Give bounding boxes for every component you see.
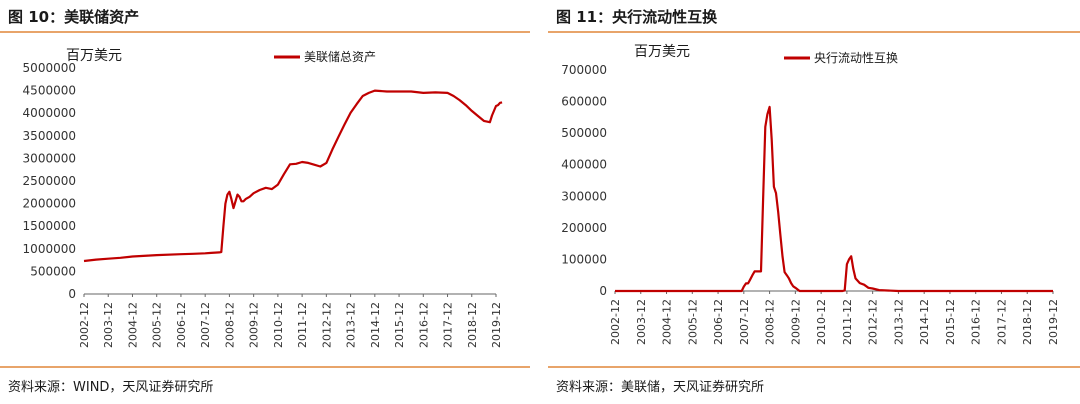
y-tick-label: 2500000 — [23, 174, 76, 188]
figure-title: 图 11：央行流动性互换 — [556, 8, 718, 26]
series-line — [615, 105, 1053, 293]
left-figure-panel: 图 10：美联储资产 百万美元 0 500000 1000000 1500000 2000… — [0, 0, 530, 404]
x-tick-label: 2019-12 — [1047, 299, 1060, 345]
source-note: 资料来源：WIND，天风证券研究所 — [8, 380, 214, 395]
right-figure-panel: 图 11：央行流动性互换 百万美元 0 100000 200000 300000 4000… — [548, 0, 1080, 404]
figure-title: 图 10：美联储资产 — [8, 8, 140, 26]
x-tick-label: 2004-12 — [126, 302, 139, 348]
y-tick-label: 200000 — [561, 221, 607, 235]
y-tick-label: 500000 — [561, 126, 607, 140]
x-tick-label: 2013-12 — [892, 299, 905, 345]
x-tick-label: 2010-12 — [815, 299, 828, 345]
y-tick-label: 3500000 — [23, 129, 76, 143]
title-divider — [548, 31, 1080, 33]
x-tick-label: 2015-12 — [944, 299, 957, 345]
x-tick-label: 2007-12 — [738, 299, 751, 345]
x-tick-label: 2017-12 — [995, 299, 1008, 345]
y-tick-label: 600000 — [561, 95, 607, 109]
x-tick-label: 2005-12 — [151, 302, 164, 348]
y-tick-label: 2000000 — [23, 197, 76, 211]
x-tick-label: 2007-12 — [199, 302, 212, 348]
x-tick-label: 2003-12 — [102, 302, 115, 348]
x-tick-label: 2012-12 — [867, 299, 880, 345]
x-tick-label: 2011-12 — [296, 302, 309, 348]
y-tick-label: 1000000 — [23, 242, 76, 256]
x-tick-label: 2016-12 — [417, 302, 430, 348]
y-tick-label: 4000000 — [23, 106, 76, 120]
x-tick-label: 2004-12 — [661, 299, 674, 345]
liquidity-swaps-chart: 百万美元 0 100000 200000 300000 400000 500000 60000… — [561, 44, 1060, 345]
unit-label: 百万美元 — [634, 44, 690, 60]
y-tick-label: 500000 — [30, 264, 76, 278]
x-tick-label: 2002-12 — [78, 302, 91, 348]
x-tick-label: 2018-12 — [466, 302, 479, 348]
source-divider — [0, 366, 530, 368]
x-tick-label: 2006-12 — [175, 302, 188, 348]
x-tick-label: 2011-12 — [841, 299, 854, 345]
x-tick-label: 2013-12 — [345, 302, 358, 348]
y-tick-label: 5000000 — [23, 61, 76, 75]
y-tick-label: 1500000 — [23, 219, 76, 233]
y-tick-label: 4500000 — [23, 84, 76, 98]
source-note: 资料来源：美联储，天风证券研究所 — [556, 380, 765, 395]
x-tick-label: 2015-12 — [393, 302, 406, 348]
unit-label: 百万美元 — [66, 48, 122, 64]
x-tick-label: 2005-12 — [686, 299, 699, 345]
x-tick-label: 2002-12 — [609, 299, 622, 345]
source-divider — [548, 366, 1080, 368]
y-tick-label: 700000 — [561, 63, 607, 77]
x-tick-label: 2014-12 — [918, 299, 931, 345]
x-tick-label: 2018-12 — [1021, 299, 1034, 345]
legend-label: 央行流动性互换 — [814, 51, 898, 65]
x-tick-label: 2009-12 — [248, 302, 261, 348]
x-tick-label: 2019-12 — [490, 302, 503, 348]
x-tick-label: 2008-12 — [764, 299, 777, 345]
fed-assets-chart: 百万美元 0 500000 1000000 1500000 2000000 2500000 3… — [23, 48, 503, 348]
y-tick-label: 0 — [599, 284, 607, 298]
x-tick-label: 2012-12 — [320, 302, 333, 348]
x-tick-label: 2003-12 — [635, 299, 648, 345]
y-tick-label: 3000000 — [23, 151, 76, 165]
y-tick-label: 400000 — [561, 158, 607, 172]
x-tick-label: 2009-12 — [789, 299, 802, 345]
x-tick-label: 2014-12 — [369, 302, 382, 348]
series-line — [83, 89, 503, 263]
title-divider — [0, 31, 530, 33]
x-tick-label: 2010-12 — [272, 302, 285, 348]
x-tick-label: 2016-12 — [970, 299, 983, 345]
x-tick-label: 2017-12 — [442, 302, 455, 348]
y-tick-label: 100000 — [561, 252, 607, 266]
y-tick-label: 0 — [68, 287, 76, 301]
x-tick-label: 2006-12 — [712, 299, 725, 345]
x-tick-label: 2008-12 — [223, 302, 236, 348]
y-tick-label: 300000 — [561, 189, 607, 203]
legend-label: 美联储总资产 — [304, 49, 376, 64]
